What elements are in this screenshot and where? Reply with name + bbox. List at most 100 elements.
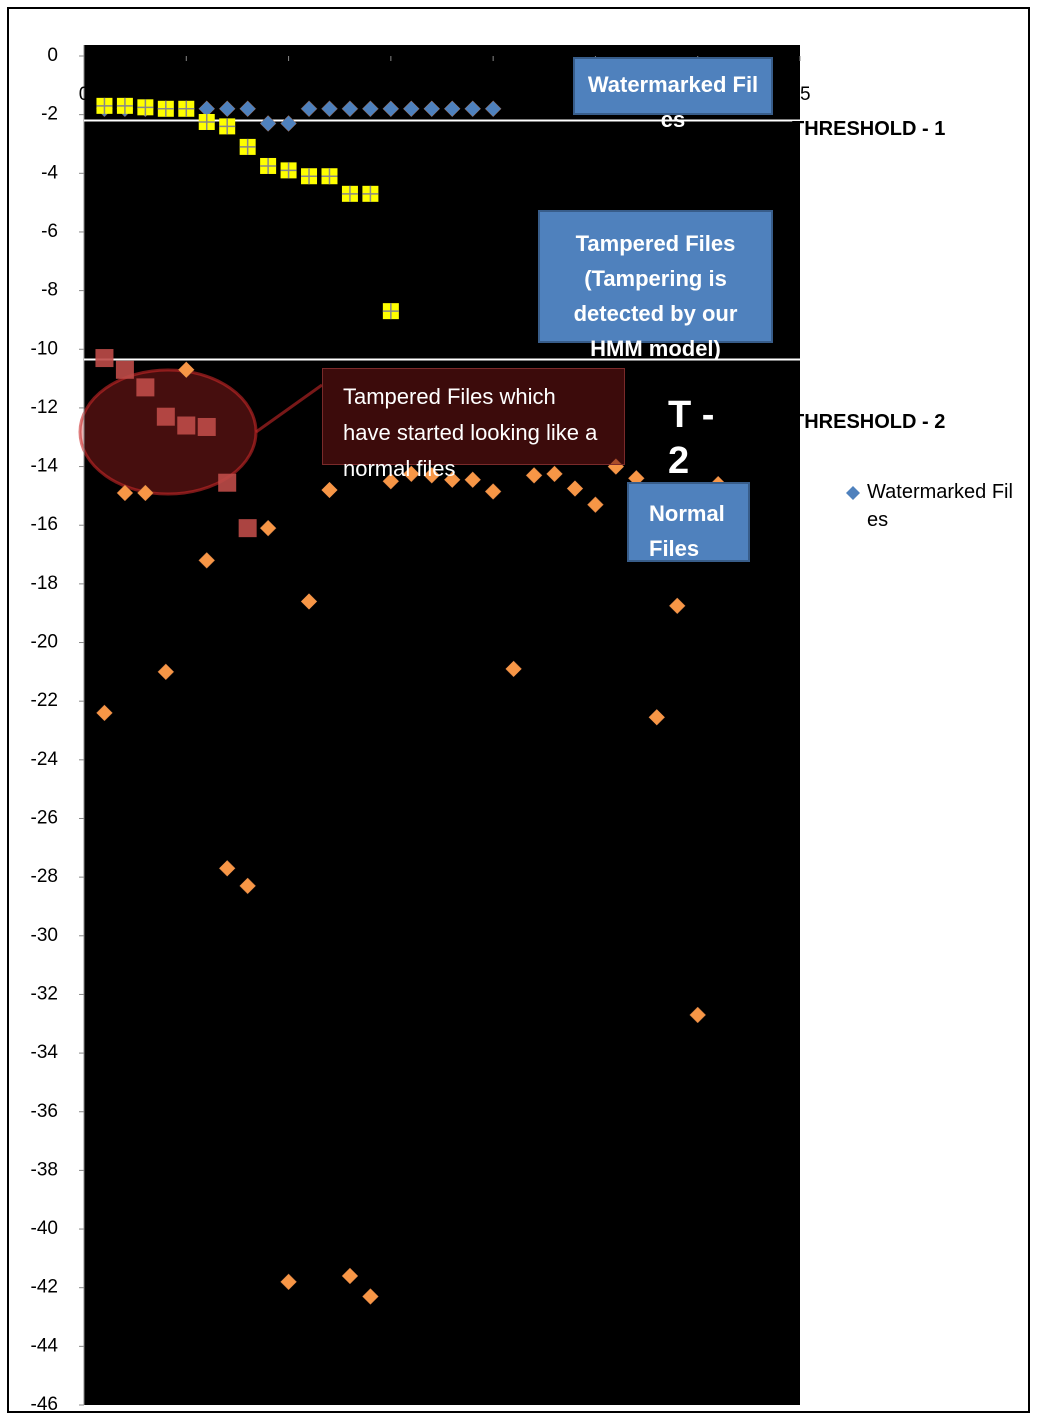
marker-cross <box>219 118 236 135</box>
point <box>321 168 338 185</box>
marker-cross <box>280 162 297 179</box>
diamond-marker <box>382 472 400 490</box>
point <box>96 704 113 722</box>
legend: Watermarked Files <box>845 478 1015 534</box>
y-tick-label: -38 <box>31 1159 58 1180</box>
diamond-marker <box>566 480 584 497</box>
legend-swatch <box>846 486 860 500</box>
diamond-marker <box>546 465 563 483</box>
square-marker <box>197 417 216 436</box>
diamond-marker <box>177 361 195 379</box>
point <box>238 519 257 538</box>
square-marker <box>218 473 237 492</box>
marker-cross <box>137 99 154 116</box>
point <box>525 467 543 484</box>
x-tick-label: 35 <box>789 84 810 105</box>
diamond-marker <box>96 704 113 722</box>
y-tick-label: -16 <box>31 514 58 535</box>
point <box>116 97 133 114</box>
diamond-marker <box>239 100 257 118</box>
diamond-marker <box>198 552 216 569</box>
marker-cross <box>239 138 256 155</box>
marker-cross <box>96 97 113 114</box>
diamond-marker <box>402 100 420 118</box>
marker-cross <box>116 97 133 114</box>
diamond-marker <box>464 471 482 489</box>
point <box>198 552 216 569</box>
diamond-marker <box>525 467 543 484</box>
point <box>689 1006 707 1024</box>
diamond-marker <box>362 1288 379 1305</box>
legend-item: Watermarked Files <box>846 478 1015 534</box>
point <box>505 660 522 678</box>
diamond-marker <box>341 100 359 118</box>
annotation-watermarked: Watermarked Files <box>573 57 773 132</box>
annotation-normal: Normal Files <box>627 482 750 562</box>
diamond-marker <box>300 593 318 610</box>
x-tick-label: 20 <box>483 84 504 105</box>
point <box>239 138 256 155</box>
diamond-marker <box>341 1267 359 1285</box>
square-marker <box>177 416 196 435</box>
x-tick-label: 5 <box>181 84 192 105</box>
diamond-marker <box>587 496 604 514</box>
diamond-marker <box>443 100 461 118</box>
point <box>382 303 399 320</box>
point <box>321 481 338 499</box>
point <box>239 100 257 118</box>
point <box>382 472 400 490</box>
marker-cross <box>301 168 318 185</box>
y-tick-label: -32 <box>31 983 58 1004</box>
point <box>341 185 358 202</box>
diamond-marker <box>321 481 338 499</box>
point <box>341 1267 359 1285</box>
diamond-marker <box>648 708 666 726</box>
point <box>280 115 297 132</box>
square-marker <box>136 378 155 397</box>
diamond-marker <box>137 484 154 502</box>
point <box>423 467 441 484</box>
diamond-marker <box>218 100 236 118</box>
y-tick-label: -10 <box>31 338 58 359</box>
y-tick-label: -8 <box>41 280 58 301</box>
diamond-marker <box>259 115 277 132</box>
y-tick-label: -26 <box>31 807 58 828</box>
y-tick-label: 0 <box>47 45 58 66</box>
diamond-marker <box>382 100 400 118</box>
point <box>218 100 236 118</box>
y-tick-label: -46 <box>31 1394 58 1415</box>
square-marker <box>156 407 175 426</box>
legend-marker <box>846 486 860 500</box>
point <box>423 100 441 118</box>
marker-cross <box>157 100 174 117</box>
point <box>178 100 195 117</box>
point <box>402 465 420 483</box>
diamond-marker <box>157 663 175 681</box>
y-tick-label: -22 <box>31 690 58 711</box>
square-marker <box>115 360 134 379</box>
point <box>197 417 216 436</box>
point <box>648 708 666 726</box>
point <box>668 597 686 615</box>
point <box>218 473 237 492</box>
point <box>300 593 318 610</box>
marker-cross <box>178 100 195 117</box>
point <box>177 416 196 435</box>
diamond-marker <box>464 100 482 118</box>
square-marker <box>95 349 114 368</box>
diamond-marker <box>484 483 502 500</box>
x-tick-label: 15 <box>380 84 401 105</box>
y-tick-label: -6 <box>41 221 58 242</box>
marker-cross <box>341 185 358 202</box>
marker-cross <box>260 157 277 174</box>
diamond-marker <box>484 100 502 118</box>
point <box>280 162 297 179</box>
point <box>96 97 113 114</box>
point <box>136 378 155 397</box>
diamond-marker <box>689 1006 707 1024</box>
y-tick-label: -28 <box>31 866 58 887</box>
point <box>382 100 400 118</box>
point <box>157 663 175 681</box>
point <box>587 496 604 514</box>
